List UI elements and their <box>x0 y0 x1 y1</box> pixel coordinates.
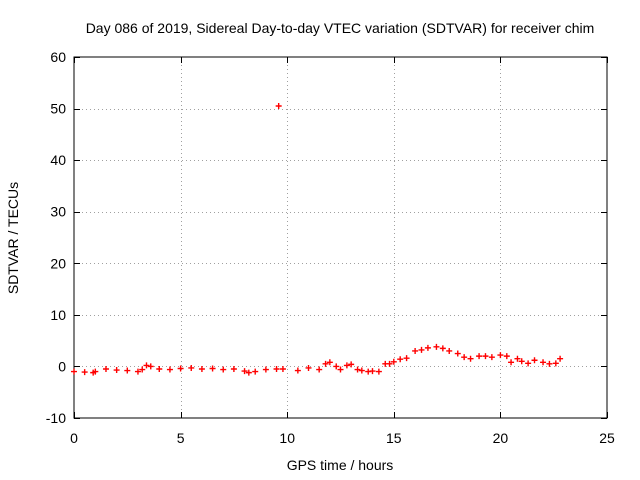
data-point <box>139 366 146 373</box>
x-tick-label: 0 <box>70 430 78 446</box>
y-tick-label: -10 <box>46 410 66 426</box>
x-axis-title: GPS time / hours <box>287 457 394 473</box>
data-point <box>454 350 461 357</box>
data-point <box>143 362 150 369</box>
y-tick-label: 20 <box>50 255 66 271</box>
x-tick-label: 15 <box>386 430 402 446</box>
data-point <box>316 366 323 373</box>
data-point <box>403 355 410 362</box>
axis-ticks <box>74 57 608 419</box>
data-point <box>354 366 361 373</box>
y-tick-labels: -10 0 10 20 30 40 50 60 <box>46 49 66 426</box>
data-point <box>230 366 237 373</box>
data-point <box>540 359 547 366</box>
data-point <box>525 360 532 367</box>
data-point <box>476 353 483 360</box>
data-point <box>241 368 248 375</box>
data-point <box>546 360 553 367</box>
data-point <box>102 366 109 373</box>
data-point <box>92 368 99 375</box>
data-point <box>147 363 154 370</box>
data-point <box>390 358 397 365</box>
data-point <box>166 366 173 373</box>
y-tick-label: 50 <box>50 101 66 117</box>
data-point <box>333 363 340 370</box>
data-point <box>198 366 205 373</box>
data-point <box>322 360 329 367</box>
data-point <box>369 368 376 375</box>
plot-area-border <box>73 56 608 419</box>
data-point <box>508 359 515 366</box>
data-point <box>124 367 131 374</box>
x-tick-label: 20 <box>493 430 509 446</box>
data-point <box>397 356 404 363</box>
grid <box>74 57 607 418</box>
data-point <box>386 360 393 367</box>
y-tick-label: 40 <box>50 152 66 168</box>
data-point <box>446 347 453 354</box>
data-point <box>326 359 333 366</box>
data-point <box>113 367 120 374</box>
data-point <box>358 367 365 374</box>
data-point <box>343 362 350 369</box>
data-point <box>514 355 521 362</box>
y-axis-title: SDTVAR / TECUs <box>5 182 21 294</box>
y-tick-label: 60 <box>50 49 66 65</box>
data-point <box>424 344 431 351</box>
data-point <box>262 366 269 373</box>
data-point <box>279 366 286 373</box>
data-point <box>134 368 141 375</box>
data-point <box>497 352 504 359</box>
data-point <box>337 366 344 373</box>
data-point <box>467 355 474 362</box>
data-point <box>348 361 355 368</box>
data-point <box>375 368 382 375</box>
data-point <box>245 369 252 376</box>
data-point <box>439 345 446 352</box>
data-point <box>220 366 227 373</box>
data-point <box>294 367 301 374</box>
data-point <box>482 353 489 360</box>
series-0 <box>71 102 564 376</box>
x-tick-label: 25 <box>599 430 615 446</box>
x-tick-label: 5 <box>177 430 185 446</box>
data-point <box>531 357 538 364</box>
chart-title: Day 086 of 2019, Sidereal Day-to-day VTE… <box>86 20 595 36</box>
data-point <box>557 355 564 362</box>
data-point <box>488 354 495 361</box>
data-point <box>188 364 195 371</box>
x-tick-labels: 0 5 10 15 20 25 <box>70 430 615 446</box>
y-tick-label: 30 <box>50 204 66 220</box>
data-point <box>503 353 510 360</box>
data-point <box>305 364 312 371</box>
data-point <box>71 368 77 375</box>
y-tick-label: 0 <box>58 358 66 374</box>
data-point <box>418 346 425 353</box>
x-tick-label: 10 <box>279 430 295 446</box>
data-point <box>461 354 468 361</box>
data-point <box>81 369 88 376</box>
data-point <box>412 347 419 354</box>
data-points <box>71 102 564 376</box>
data-point <box>518 358 525 365</box>
data-point <box>433 343 440 350</box>
data-point <box>252 368 259 375</box>
data-point <box>177 365 184 372</box>
data-point <box>275 102 282 109</box>
data-point <box>273 366 280 373</box>
y-tick-label: 10 <box>50 307 66 323</box>
data-point <box>156 366 163 373</box>
data-point <box>552 360 559 367</box>
data-point <box>209 365 216 372</box>
